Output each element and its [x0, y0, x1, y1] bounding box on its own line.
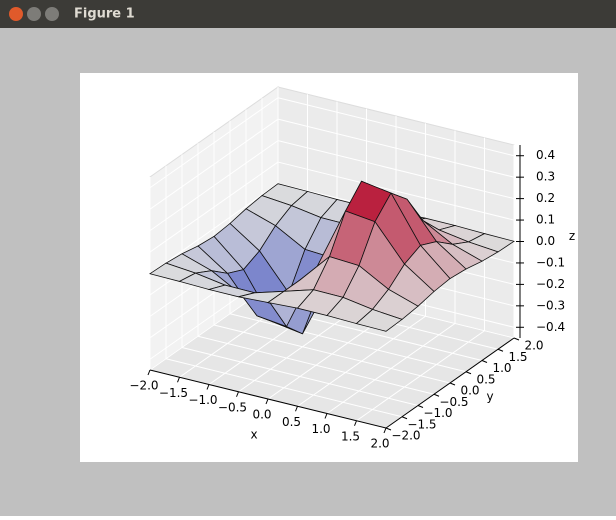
y-tick-label: 0.5 — [476, 372, 495, 386]
grid-line — [277, 118, 515, 178]
grid-line — [277, 97, 515, 157]
z-axis-label: z — [569, 229, 575, 243]
grid-line — [149, 97, 279, 189]
x-tick-label: 0.5 — [282, 415, 301, 429]
y-tick — [401, 416, 408, 420]
y-tick — [433, 393, 440, 397]
x-tick — [324, 413, 328, 419]
x-tick-label: 2.0 — [370, 437, 389, 451]
y-tick-label: −1.0 — [423, 406, 452, 420]
x-tick-label: 1.0 — [311, 422, 330, 436]
plot: −2.0−1.5−1.0−0.50.00.51.01.52.0−2.0−1.5−… — [129, 86, 575, 451]
grid-line — [149, 183, 279, 274]
grid-line — [165, 358, 403, 418]
z-tick-label: −0.1 — [536, 255, 565, 269]
grid-line — [213, 324, 451, 384]
z-tick-label: 0.2 — [536, 191, 555, 205]
x-tick — [265, 398, 269, 405]
z-tick-label: 0.0 — [536, 234, 555, 248]
x-axis-label: x — [250, 428, 257, 442]
x-tick — [236, 391, 239, 397]
z-tick-label: 0.1 — [536, 213, 555, 227]
x-tick-label: 0.0 — [252, 408, 271, 422]
maximize-button[interactable] — [45, 7, 59, 21]
close-button[interactable] — [9, 7, 23, 21]
y-tick — [465, 371, 472, 375]
y-tick — [513, 337, 520, 341]
y-tick — [385, 427, 392, 431]
x-tick-label: 1.5 — [341, 429, 360, 443]
z-tick-label: −0.4 — [536, 320, 565, 334]
y-tick-label: 1.5 — [508, 350, 527, 364]
grid-line — [229, 313, 467, 373]
grid-line — [197, 335, 435, 395]
y-tick — [449, 382, 456, 386]
y-tick-label: −2.0 — [391, 429, 420, 443]
x-tick-label: −2.0 — [129, 379, 158, 393]
x-tick-label: −1.0 — [188, 393, 217, 407]
z-tick-label: −0.2 — [536, 277, 565, 291]
x-tick — [383, 427, 387, 434]
z-tick-label: 0.4 — [536, 148, 555, 162]
x-tick-label: −0.5 — [218, 400, 247, 414]
y-tick-label: 0.0 — [460, 384, 479, 398]
y-axis-label: y — [486, 390, 493, 404]
surface-patch — [355, 308, 403, 332]
x-tick — [354, 420, 357, 426]
grid-line — [277, 140, 515, 200]
y-tick — [497, 348, 504, 352]
window-title: Figure 1 — [74, 7, 135, 22]
x-tick — [147, 369, 151, 376]
grid-line — [149, 161, 279, 253]
grid-line — [181, 347, 419, 406]
grid-line — [149, 140, 279, 232]
y-tick-label: −1.5 — [407, 417, 436, 431]
z-tick-label: 0.3 — [536, 170, 555, 184]
minimize-button[interactable] — [27, 7, 41, 21]
grid-line — [277, 161, 515, 221]
y-tick — [417, 405, 424, 408]
x-tick — [295, 406, 298, 412]
y-tick-label: 2.0 — [524, 339, 543, 353]
x-tick — [177, 377, 180, 383]
y-tick — [481, 360, 488, 363]
grid-line — [149, 118, 279, 210]
title-bar — [0, 0, 616, 28]
x-tick-label: −1.5 — [159, 386, 188, 400]
y-tick-label: −0.5 — [439, 395, 468, 409]
z-tick-label: −0.3 — [536, 298, 565, 312]
x-tick — [206, 384, 210, 390]
y-tick-label: 1.0 — [492, 361, 511, 375]
